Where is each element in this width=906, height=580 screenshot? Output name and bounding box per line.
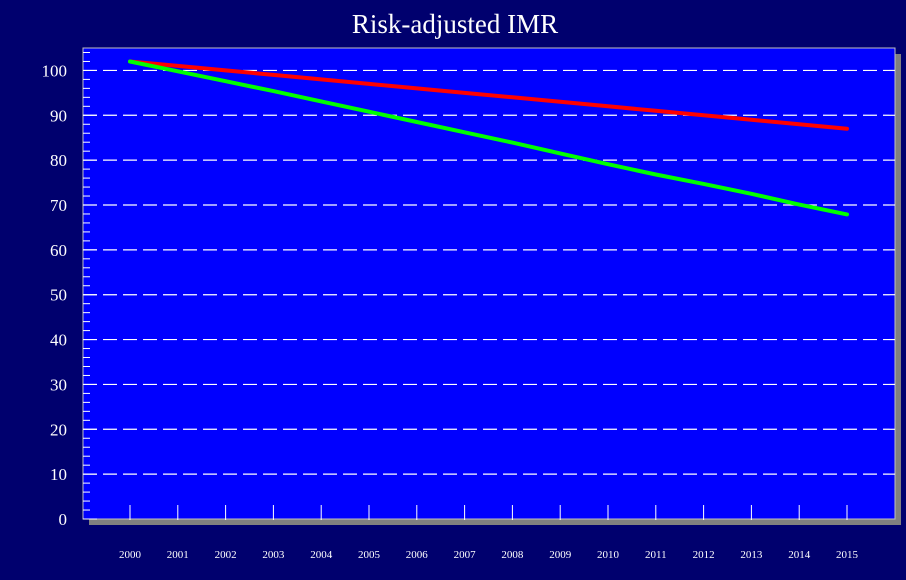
- y-tick-label: 10: [50, 465, 67, 484]
- x-tick-label: 2005: [358, 549, 381, 561]
- x-tick-label: 2013: [740, 549, 763, 561]
- y-tick-label: 50: [50, 286, 67, 305]
- x-tick-label: 2003: [262, 549, 285, 561]
- series-lines: [128, 59, 849, 217]
- y-tick-label: 20: [50, 420, 67, 439]
- x-tick-label: 2001: [167, 549, 189, 561]
- x-tick-label: 2012: [693, 549, 715, 561]
- y-tick-label: 30: [50, 375, 67, 394]
- chart-title: Risk-adjusted IMR: [352, 9, 558, 39]
- grid-lines: [83, 69, 895, 475]
- plot-area: [82, 47, 896, 520]
- x-tick-label: 2009: [549, 549, 572, 561]
- x-tick-label: 2006: [406, 549, 429, 561]
- x-tick-label: 2004: [310, 549, 333, 561]
- y-tick-label: 90: [50, 106, 67, 125]
- x-tick-label: 2002: [215, 549, 237, 561]
- y-tick-label: 80: [50, 151, 67, 170]
- x-tick-label: 2007: [454, 549, 477, 561]
- series-line-2: [128, 59, 849, 217]
- x-tick-label: 2015: [836, 549, 859, 561]
- x-tick-label: 2010: [597, 549, 620, 561]
- x-tick-label: 2000: [119, 549, 142, 561]
- x-axis: 2000 2001 2002 2003 2004 2005 2006 2007 2008 2009…: [119, 505, 859, 561]
- x-tick-label: 2011: [645, 549, 667, 561]
- y-tick-label: 60: [50, 241, 67, 260]
- series-line-1: [128, 59, 849, 131]
- y-tick-label: 100: [42, 61, 68, 80]
- y-tick-label: 0: [59, 510, 68, 529]
- y-tick-label: 40: [50, 331, 67, 350]
- y-axis: 0 10 20 30 40 50 60 70 80 90 100: [42, 51, 97, 529]
- x-tick-label: 2008: [501, 549, 524, 561]
- y-tick-label: 70: [50, 196, 67, 215]
- x-tick-label: 2014: [788, 549, 811, 561]
